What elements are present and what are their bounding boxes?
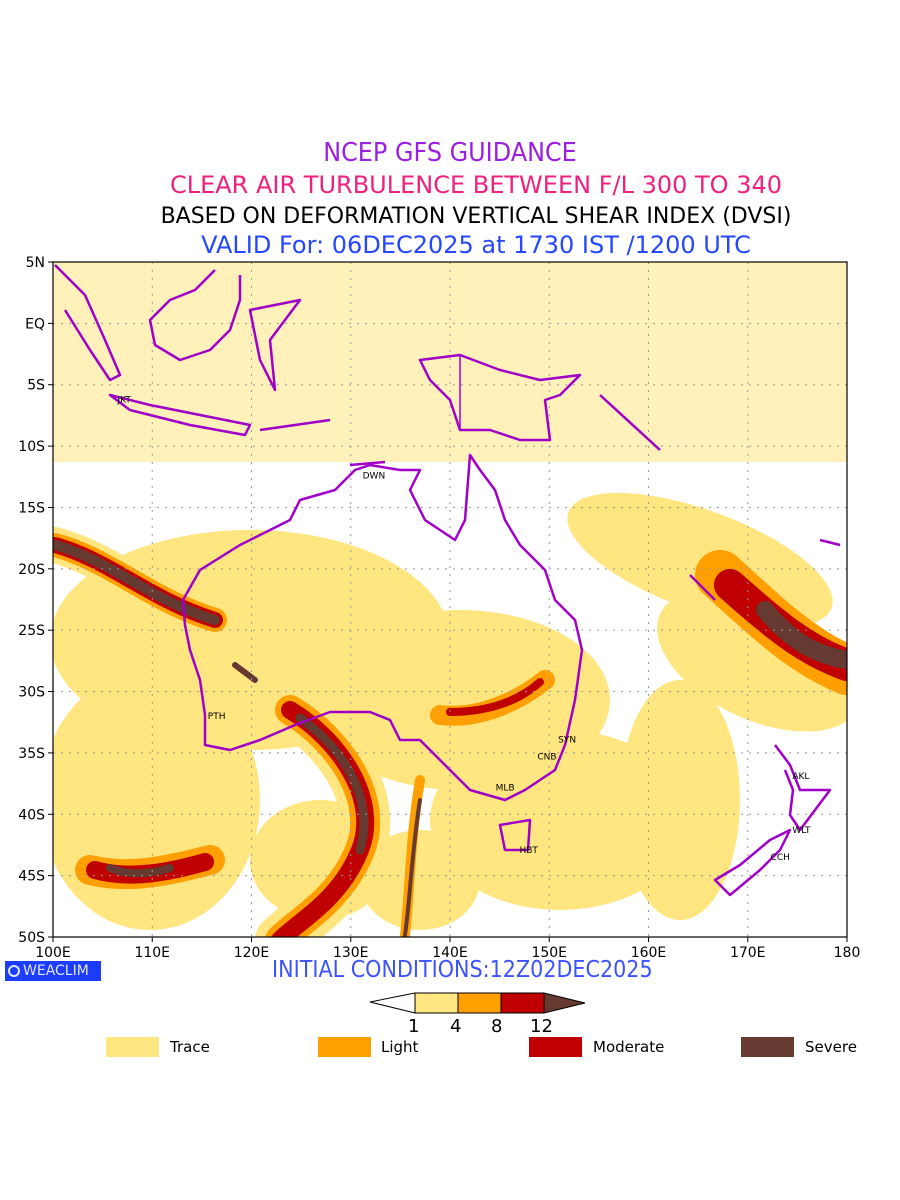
colorbar-below [369,992,416,1014]
logo-text: WEACLIM [23,963,89,979]
colorbar-moderate [500,992,545,1014]
city-label: CCH [771,853,790,863]
title-cat: CLEAR AIR TURBULENCE BETWEEN F/L 300 TO … [169,171,783,199]
nz-south-coastline [713,828,792,897]
colorbar-light [457,992,502,1014]
title-dvsi: BASED ON DEFORMATION VERTICAL SHEAR INDE… [160,204,792,229]
lat-tick-label: 50S [18,930,45,946]
colorbar-level: 12 [530,1016,553,1037]
lon-tick-label: 110E [134,945,170,961]
city-label: JKT [116,395,131,405]
lat-tick-label: 35S [18,746,45,762]
title-valid-time: VALID For: 06DEC2025 at 1730 IST /1200 U… [201,231,751,259]
colorbar-level: 8 [491,1016,503,1037]
weaclim-logo: WEACLIM [5,961,101,981]
legend-swatch-light [318,1037,371,1057]
lat-tick-label: 10S [18,439,45,455]
copyright-icon [8,965,20,977]
lon-tick-label: 130E [333,945,369,961]
colorbar-level: 4 [450,1016,462,1037]
sumatra-coastline [54,264,122,382]
colorbar-level: 1 [408,1016,420,1037]
city-label: PTH [208,712,226,722]
lon-tick-label: 170E [730,945,766,961]
lon-tick-label: 160E [631,945,667,961]
lon-tick-label: 180 [834,945,861,961]
legend-swatch-severe [741,1037,794,1057]
legend-swatch-moderate [529,1037,582,1057]
borneo-coastline [148,269,242,362]
initial-conditions: INITIAL CONDITIONS:12Z02DEC2025 [272,957,653,983]
turbulence-map: 100E 110E 120E 130E 140E 150E 160E 170E 180 5N EQ 5… [18,255,860,961]
colorbar-severe [543,992,586,1014]
lat-tick-label: 45S [18,869,45,885]
severe-band-tasman [756,601,847,669]
severe-band-south [295,713,369,855]
australia-coastline [181,453,584,802]
coastlines [54,264,841,897]
severe-band-west [53,540,220,625]
lat-tick-label: 5S [27,378,45,394]
lon-tick-label: 150E [531,945,567,961]
colorbar-trace [414,992,459,1014]
legend-label-moderate: Moderate [593,1038,665,1056]
city-label: DWN [363,472,386,482]
legend-label-trace: Trace [170,1038,210,1056]
lat-tick-label: 5N [26,255,45,271]
lat-tick-label: EQ [25,316,45,332]
new-guinea-coastline [418,353,582,442]
sulawesi-coastline [248,298,302,392]
city-label: CNB [537,753,556,763]
turbulence-field [53,262,847,937]
legend-label-severe: Severe [805,1038,857,1056]
tasmania-coastline [498,818,532,852]
city-label: AKL [792,772,809,782]
nz-north-coastline [774,744,832,832]
grid-lines [53,262,847,937]
title-guidance: NCEP GFS GUIDANCE [323,138,577,168]
lat-tick-label: 25S [18,623,45,639]
lat-tick-label: 30S [18,685,45,701]
city-label: WLT [792,826,811,836]
lon-tick-label: 120E [234,945,270,961]
legend-label-light: Light [381,1038,419,1056]
city-label: SYN [558,735,576,745]
lon-tick-label: 100E [35,945,71,961]
lat-tick-label: 40S [18,807,45,823]
legend-swatch-trace [106,1037,159,1057]
lon-tick-label: 140E [432,945,468,961]
java-coastline [108,393,252,437]
lat-tick-label: 15S [18,500,45,516]
city-label: HBT [519,846,538,856]
axis-ticks: 100E 110E 120E 130E 140E 150E 160E 170E 180 5N EQ 5… [18,255,860,961]
colorbar [369,992,586,1014]
lat-tick-label: 20S [18,562,45,578]
city-label: MLB [496,783,515,793]
